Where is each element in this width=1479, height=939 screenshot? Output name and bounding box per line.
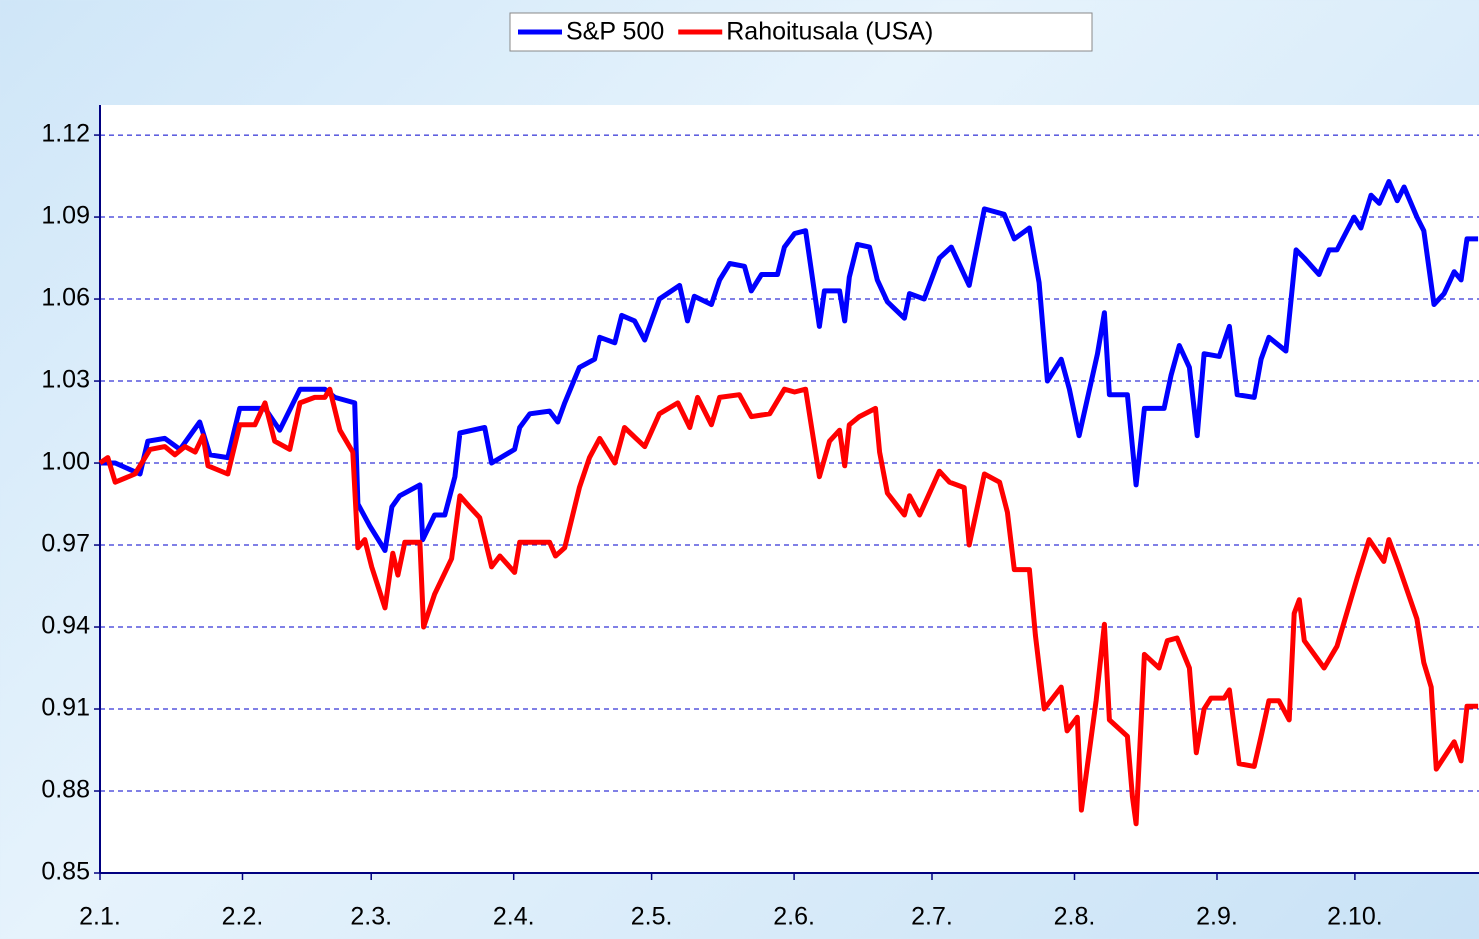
legend-box [509,12,1093,52]
y-tick-label: 1.12 [41,120,90,148]
y-tick-label: 1.09 [41,202,90,230]
x-tick-label: 2.5. [631,903,673,931]
x-tick-label: 2.9. [1196,903,1238,931]
x-tick-label: 2.2. [222,903,264,931]
x-tick-label: 2.1. [79,903,121,931]
x-tick-label: 2.10. [1327,903,1383,931]
y-tick-label: 1.03 [41,366,90,394]
x-tick-label: 2.7. [911,903,953,931]
legend-label: S&P 500 [566,18,664,46]
y-tick-label: 1.00 [41,448,90,476]
series-line [98,386,1479,827]
y-tick-label: 0.88 [41,776,90,804]
y-tick-label: 1.06 [41,284,90,312]
x-tick-label: 2.6. [773,903,815,931]
legend: S&P 500 Rahoitusala (USA) [509,12,1093,52]
y-tick-label: 0.97 [41,530,90,558]
y-tick-label: 0.91 [41,694,90,722]
plot-area [100,105,1479,873]
x-tick-label: 2.8. [1054,903,1096,931]
series-line [100,179,1479,553]
x-tick-label: 2.3. [350,903,392,931]
x-tick-label: 2.4. [493,903,535,931]
y-tick-label: 0.85 [41,858,90,886]
legend-label: Rahoitusala (USA) [726,18,933,46]
y-tick-label: 0.94 [41,612,90,640]
